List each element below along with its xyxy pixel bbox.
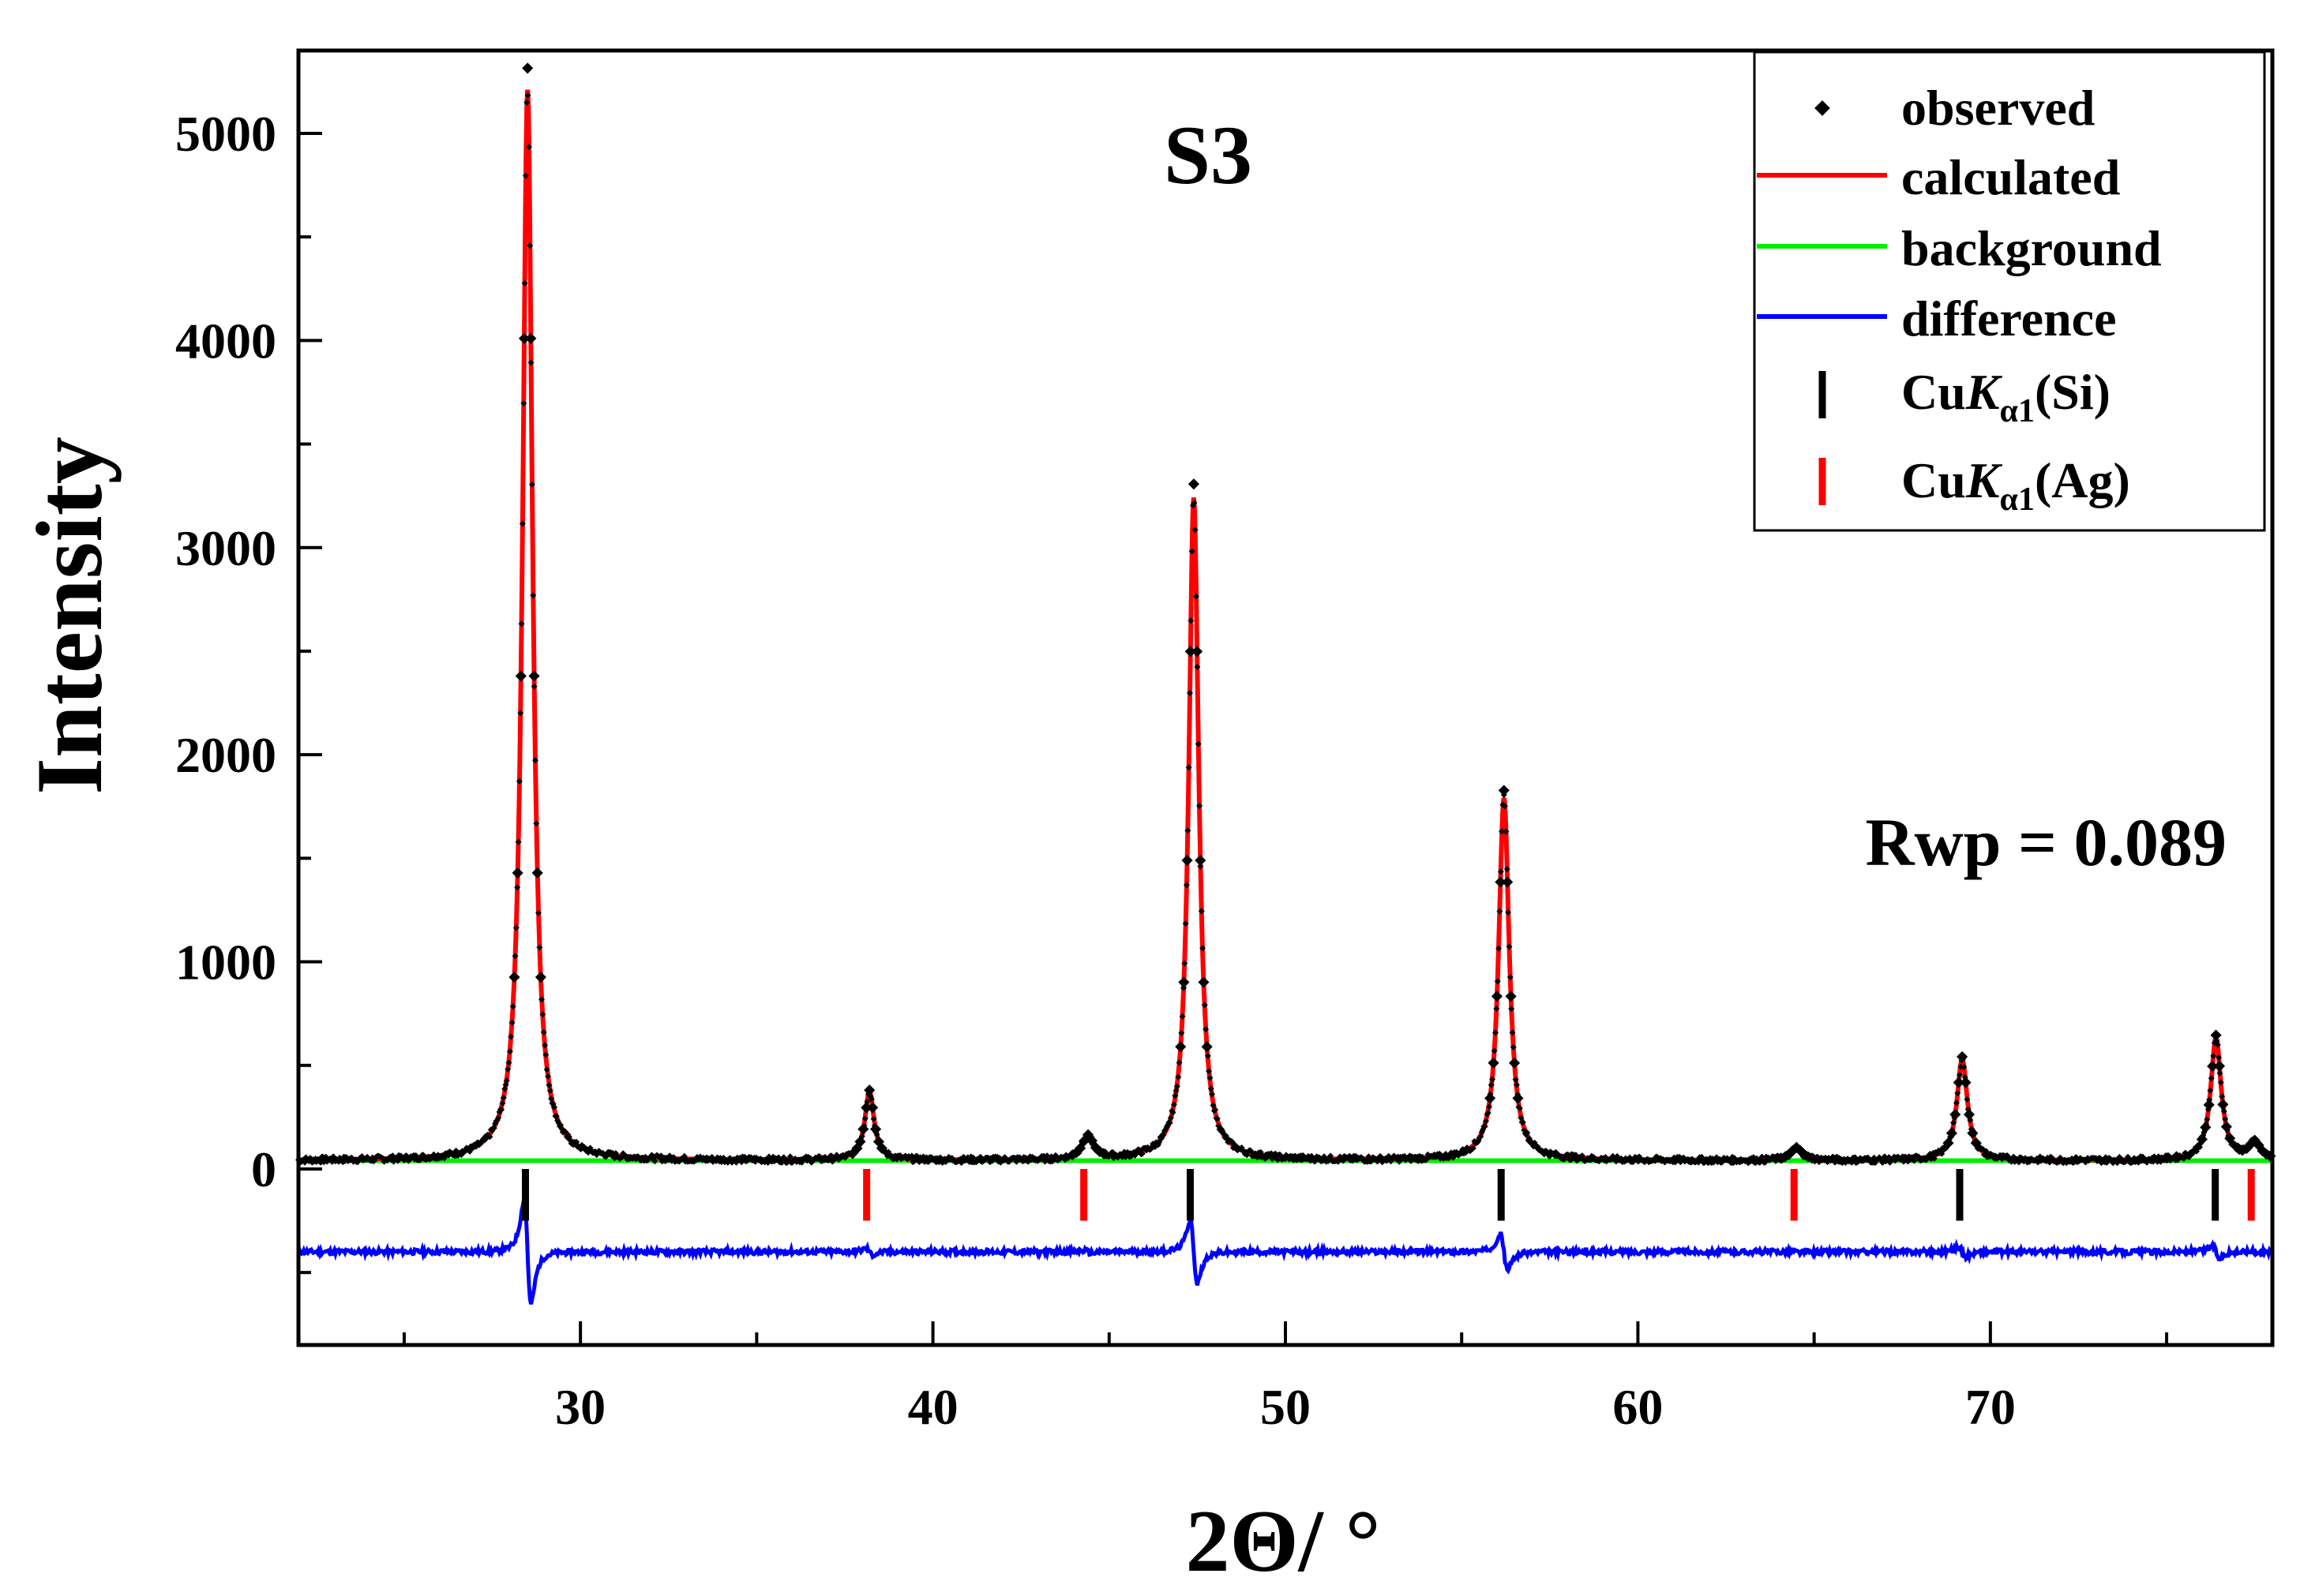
legend: observed calculated background differenc… — [1753, 51, 2266, 532]
observed-peak-point — [515, 670, 527, 682]
observed-peak-point — [1488, 1057, 1499, 1069]
x-tick-label: 70 — [1965, 1379, 2016, 1435]
observed-series-layer — [295, 62, 2276, 1167]
legend-item-difference: difference — [1757, 290, 2116, 347]
observed-peak-point — [2210, 1029, 2222, 1041]
observed-peak-point — [867, 1102, 879, 1114]
legend-item-ag-reflections: CuKα1(Ag) — [1818, 452, 2130, 518]
observed-peak-point — [1201, 1041, 1213, 1053]
difference-line — [297, 1198, 2273, 1305]
observed-peak-point — [1498, 785, 1510, 796]
observed-peak-point — [1960, 1077, 1972, 1088]
y-tick-label: 2000 — [175, 727, 276, 783]
legend-label-calculated: calculated — [1901, 149, 2120, 205]
observed-peak-point — [861, 1102, 872, 1114]
y-tick-label: 5000 — [175, 106, 276, 162]
observed-peak-point — [522, 62, 534, 74]
observed-peak-point — [1184, 646, 1196, 658]
observed-peak-point — [1191, 646, 1203, 658]
observed-peak-point — [2213, 1060, 2226, 1072]
rwp-annotation: Rwp = 0.089 — [1865, 804, 2227, 880]
observed-peak-point — [1491, 991, 1503, 1002]
legend-label-si: CuKα1(Si) — [1901, 364, 2111, 429]
observed-peak-point — [1198, 976, 1210, 988]
observed-peak-point — [2220, 1121, 2232, 1133]
y-tick-label: 3000 — [175, 520, 276, 576]
observed-peak-point — [1181, 854, 1193, 867]
observed-peak-point — [870, 1123, 882, 1135]
observed-peak-point — [1508, 1057, 1521, 1069]
axes-layer: 30 40 50 60 70 0 1000 2000 3000 4000 5000 — [175, 106, 2169, 1435]
observed-peak-point — [1075, 1142, 1086, 1154]
observed-peak-point — [1175, 1041, 1187, 1053]
observed-peak-point — [1512, 1092, 1524, 1104]
reflection-ticks-layer — [522, 1168, 2255, 1221]
x-tick-label: 50 — [1260, 1379, 1311, 1435]
observed-peak-point — [1195, 854, 1206, 867]
observed-peak-point — [1949, 1108, 1961, 1121]
y-axis-label: Intensity — [17, 436, 122, 794]
observed-peak-point — [1505, 991, 1517, 1002]
legend-label-difference: difference — [1901, 290, 2116, 347]
legend-label-ag: CuKα1(Ag) — [1901, 452, 2130, 518]
x-axis-label: 2Θ/ ° — [1185, 1493, 1380, 1590]
legend-label-background: background — [1901, 220, 2162, 276]
y-tick-label: 4000 — [175, 313, 276, 369]
chart-title: S3 — [1164, 109, 1252, 201]
observed-peak-point — [512, 867, 523, 879]
legend-item-observed: observed — [1814, 80, 2095, 136]
observed-peak-point — [1963, 1108, 1975, 1121]
observed-peak-point — [2200, 1122, 2212, 1133]
observed-peak-point — [1484, 1092, 1496, 1104]
observed-peak-point — [1957, 1051, 1968, 1062]
y-tick-label: 1000 — [175, 935, 276, 991]
observed-peak-point — [857, 1123, 869, 1135]
observed-peak-point — [876, 1142, 887, 1154]
observed-peak-point — [525, 332, 537, 344]
x-tick-label: 60 — [1612, 1379, 1663, 1435]
observed-peak-point — [1188, 478, 1199, 490]
observed-peak-point — [1097, 1148, 1109, 1160]
y-tick-label: 0 — [251, 1141, 276, 1197]
observed-peak-point — [2217, 1099, 2229, 1111]
x-tick-label: 30 — [555, 1379, 606, 1435]
observed-peak-point — [531, 867, 543, 879]
observed-peak-point — [1495, 876, 1506, 888]
legend-label-observed: observed — [1901, 80, 2095, 136]
observed-peak-point — [535, 971, 546, 983]
difference-series-layer — [297, 1198, 2273, 1305]
observed-peak-point — [508, 971, 520, 983]
observed-peak-point — [518, 332, 531, 344]
legend-item-calculated: calculated — [1757, 149, 2120, 205]
observed-peak-point — [1502, 876, 1514, 888]
observed-marker-icon — [1814, 100, 1830, 116]
observed-peak-point — [854, 1136, 866, 1148]
observed-peak-point — [1178, 976, 1190, 988]
x-tick-label: 40 — [908, 1379, 959, 1435]
observed-peak-point — [2203, 1099, 2215, 1111]
plot-frame — [296, 48, 2275, 1347]
observed-peak-point — [864, 1085, 876, 1096]
legend-box — [1753, 51, 2266, 532]
observed-peak-point — [528, 670, 540, 682]
legend-item-si-reflections: CuKα1(Si) — [1818, 364, 2111, 429]
legend-item-background: background — [1757, 220, 2162, 276]
